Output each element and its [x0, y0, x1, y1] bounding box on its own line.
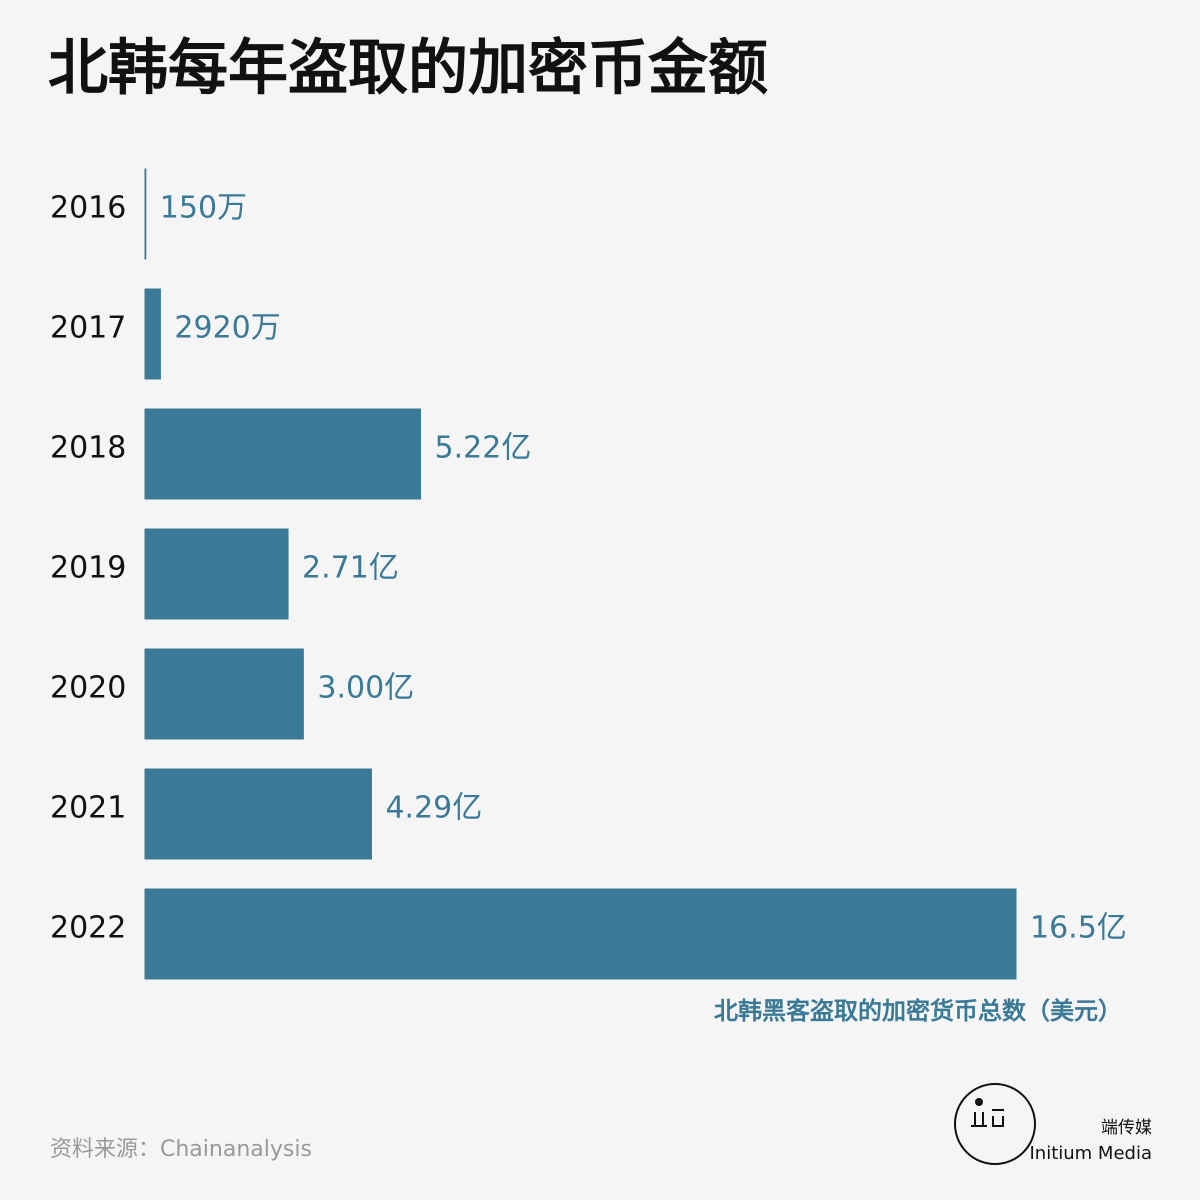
brand-cn: 端传媒	[1101, 1118, 1152, 1138]
bar	[144, 168, 147, 260]
value-label: 2920万	[174, 311, 280, 346]
value-label: 16.5亿	[1030, 911, 1127, 946]
logo-dot	[975, 1098, 983, 1106]
category-label: 2016	[50, 191, 126, 226]
category-label: 2020	[50, 671, 126, 706]
category-label: 2018	[50, 431, 126, 466]
bar	[144, 408, 422, 500]
bar	[144, 648, 304, 740]
category-label: 2019	[50, 551, 126, 586]
source: 资料来源：Chainanalysis	[50, 1137, 312, 1162]
axis-label: 北韩黑客盗取的加密货币总数（美元）	[714, 997, 1122, 1025]
bar	[144, 288, 161, 380]
value-label: 3.00亿	[317, 671, 414, 706]
value-label: 5.22亿	[435, 431, 532, 466]
bar	[144, 768, 372, 860]
bar	[144, 888, 1017, 980]
brand-en: Initium Media	[1029, 1143, 1152, 1164]
logo-glyph	[971, 1109, 1004, 1127]
value-label: 150万	[160, 191, 247, 226]
category-label: 2021	[50, 791, 126, 826]
category-label: 2022	[50, 911, 126, 946]
value-label: 4.29亿	[385, 791, 482, 826]
bar	[144, 528, 289, 620]
chart-title: 北韩每年盗取的加密币金额	[48, 34, 768, 104]
value-label: 2.71亿	[302, 551, 399, 586]
logo	[954, 1083, 1036, 1165]
category-label: 2017	[50, 311, 126, 346]
